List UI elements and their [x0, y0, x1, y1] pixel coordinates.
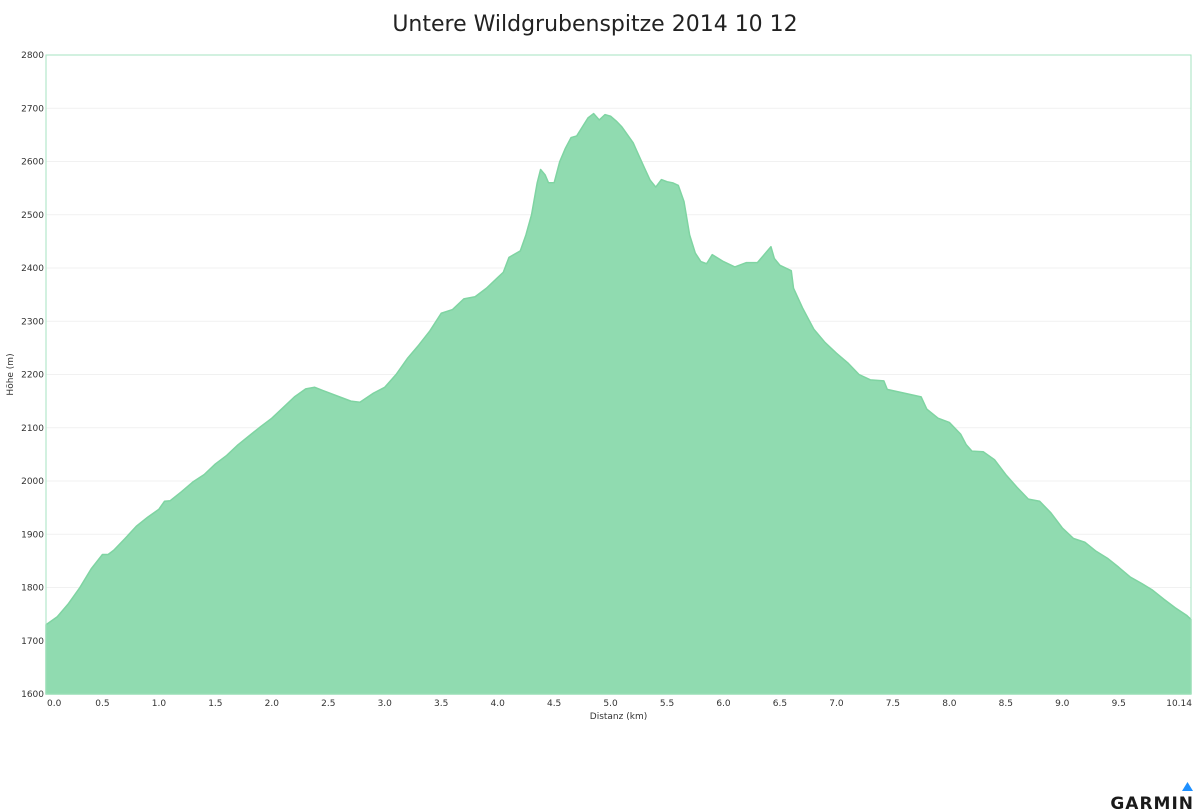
x-tick-label: 4.5 [547, 699, 561, 709]
y-tick-label: 1800 [21, 584, 44, 594]
y-tick-label: 2400 [21, 264, 44, 274]
x-tick-label: 7.0 [829, 699, 844, 709]
garmin-logo: GARMIN [1110, 782, 1194, 811]
y-tick-label: 1600 [21, 690, 44, 700]
x-tick-label: 8.5 [999, 699, 1013, 709]
plot-frame [45, 54, 1192, 695]
x-tick-label: 1.5 [208, 699, 222, 709]
elevation-area [45, 112, 1192, 695]
x-tick-label: 8.0 [942, 699, 957, 709]
x-tick-label: 5.0 [603, 699, 618, 709]
garmin-logo-text: GARMIN [1110, 794, 1194, 811]
x-tick-label: 9.0 [1055, 699, 1070, 709]
y-tick-label: 2300 [21, 317, 44, 327]
y-tick-label: 2100 [21, 424, 44, 434]
x-tick-label: 2.0 [265, 699, 280, 709]
y-tick-label: 2600 [21, 158, 44, 168]
y-axis-ticks: 1600 1700 1800 1900 2000 2100 2200 2300 2400 2500… [21, 51, 44, 700]
y-axis-label: Höhe (m) [6, 353, 16, 395]
x-tick-label: 1.0 [152, 699, 167, 709]
elevation-area-path [45, 112, 1192, 695]
x-tick-label: 3.0 [378, 699, 393, 709]
x-tick-label: 2.5 [321, 699, 335, 709]
y-tick-label: 1700 [21, 637, 44, 647]
x-tick-label: 5.5 [660, 699, 674, 709]
x-axis-ticks: 0.0 0.5 1.0 1.5 2.0 2.5 3.0 3.5 4.0 4.5 5.0 5.5 6.0 6… [47, 699, 1192, 709]
x-tick-label: 6.5 [773, 699, 787, 709]
x-tick-label: 6.0 [716, 699, 731, 709]
x-tick-label: 3.5 [434, 699, 448, 709]
y-tick-label: 1900 [21, 530, 44, 540]
y-tick-label: 2800 [21, 51, 44, 61]
x-tick-label: 0.0 [47, 699, 62, 709]
y-tick-label: 2700 [21, 104, 44, 114]
x-tick-label: 10.14 [1166, 699, 1192, 709]
x-axis-label: Distanz (km) [590, 712, 647, 722]
chart-title: Untere Wildgrubenspitze 2014 10 12 [392, 12, 797, 37]
y-tick-label: 2200 [21, 371, 44, 381]
y-tick-label: 2500 [21, 211, 44, 221]
x-tick-label: 7.5 [886, 699, 900, 709]
x-tick-label: 9.5 [1112, 699, 1126, 709]
garmin-triangle-icon [1182, 782, 1193, 791]
x-tick-label: 4.0 [491, 699, 506, 709]
y-tick-label: 2000 [21, 477, 44, 487]
x-tick-label: 0.5 [95, 699, 109, 709]
